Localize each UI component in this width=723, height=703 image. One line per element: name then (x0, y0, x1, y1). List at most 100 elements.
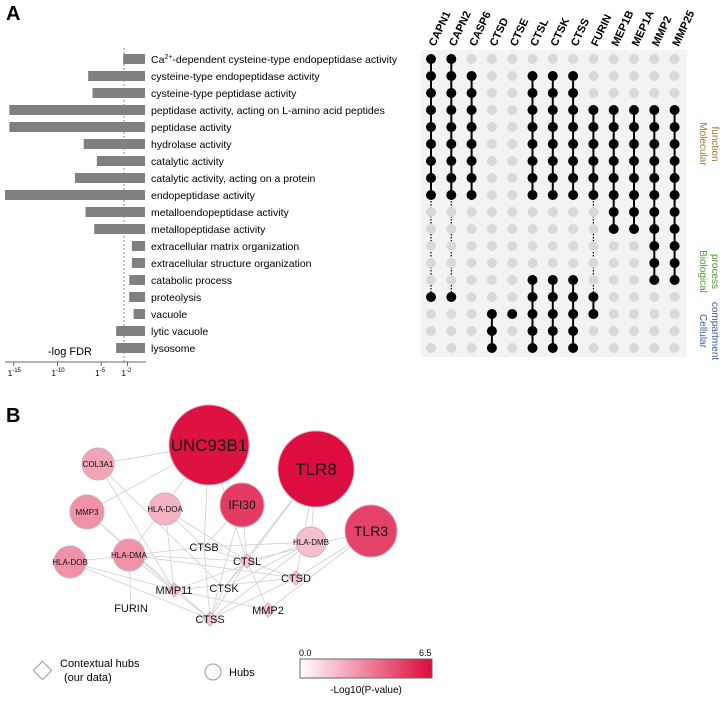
matrix-dot-filled (547, 71, 558, 81)
matrix-dot-filled (568, 71, 579, 81)
matrix-dot-empty (649, 71, 660, 81)
matrix-dot-empty (669, 54, 680, 64)
matrix-dot-filled (608, 105, 619, 115)
fdr-tick-label: 1-10 (52, 368, 66, 378)
matrix-dot-empty (547, 241, 558, 251)
fdr-tick-label: 1-15 (8, 368, 22, 378)
hub-node (344, 504, 398, 558)
matrix-dot-filled (568, 139, 579, 149)
matrix-dot-filled (466, 105, 477, 115)
contextual-hub-label: MMP2 (252, 605, 284, 617)
fdr-bar (75, 173, 145, 183)
matrix-dot-filled (466, 71, 477, 81)
matrix-dot-filled (669, 173, 680, 183)
matrix-dot-filled (588, 139, 599, 149)
matrix-dot-filled (466, 122, 477, 132)
contextual-hub-label: CTSS (195, 614, 224, 626)
network-legend: Contextual hubs (our data) Hubs 0.0 6.5 … (32, 648, 433, 696)
go-category-label: function (709, 126, 720, 161)
matrix-dot-filled (669, 105, 680, 115)
fdr-bar (5, 190, 145, 200)
matrix-dot-empty (669, 326, 680, 336)
matrix-dot-empty (507, 207, 518, 217)
go-term-label: extracellular structure organization (151, 258, 312, 270)
network-edge (203, 541, 312, 548)
matrix-dot-empty (466, 258, 477, 268)
matrix-dot-filled (426, 54, 436, 64)
matrix-dot-empty (446, 343, 457, 353)
go-term-label: vacuole (151, 309, 187, 321)
matrix-dot-empty (547, 224, 558, 234)
matrix-dot-empty (629, 343, 639, 353)
go-term-label: peptidase activity, acting on L-amino ac… (151, 105, 385, 117)
contextual-hub-label: MMP11 (155, 585, 192, 597)
matrix-dot-empty (669, 292, 680, 302)
hub-node (53, 545, 87, 579)
matrix-dot-filled (466, 88, 477, 98)
matrix-dot-empty (446, 207, 457, 217)
matrix-dot-empty (466, 309, 477, 319)
matrix-dot-filled (608, 207, 619, 217)
hub-node (277, 430, 355, 508)
network-edge (173, 577, 297, 591)
matrix-dot-empty (426, 343, 436, 353)
matrix-dot-empty (588, 275, 599, 285)
matrix-dot-filled (629, 207, 639, 217)
matrix-dot-empty (486, 105, 497, 115)
matrix-dot-filled (568, 190, 579, 200)
fdr-bar (9, 122, 145, 132)
contextual-hub-node (202, 611, 218, 627)
matrix-dot-empty (486, 207, 497, 217)
matrix-dot-empty (527, 241, 538, 251)
hub-node-label: HLA-DOB (52, 558, 88, 567)
matrix-dot-filled (547, 275, 558, 285)
matrix-dot-empty (527, 258, 538, 268)
go-term-label: hydrolase activity (151, 139, 232, 151)
hub-node-label: TLR3 (354, 523, 388, 539)
network-edge (128, 554, 248, 562)
hub-node-label: TLR8 (295, 460, 337, 479)
matrix-dot-empty (486, 241, 497, 251)
matrix-dot-filled (426, 88, 436, 98)
matrix-dot-empty (568, 241, 579, 251)
contextual-hub-node (239, 553, 255, 569)
matrix-dot-empty (507, 139, 518, 149)
matrix-dot-empty (629, 275, 639, 285)
matrix-dot-filled (527, 88, 538, 98)
go-category-labels: Molecular function Biological process Cellul… (697, 122, 720, 360)
fdr-tick-label: 1-5 (95, 368, 105, 378)
matrix-dot-empty (588, 258, 599, 268)
contextual-hub-node (260, 602, 276, 618)
matrix-dot-filled (426, 190, 436, 200)
matrix-dot-empty (649, 292, 660, 302)
hub-node-label: HLA-DOA (147, 505, 183, 514)
matrix-dot-filled (568, 309, 579, 319)
matrix-dot-empty (446, 309, 457, 319)
hub-node (81, 447, 115, 481)
matrix-dot-filled (588, 105, 599, 115)
matrix-dot-empty (507, 275, 518, 285)
matrix-dot-empty (608, 88, 619, 98)
gene-label: MMP25 (670, 9, 697, 48)
matrix-dot-empty (466, 224, 477, 234)
matrix-dot-empty (547, 207, 558, 217)
network-edge (246, 560, 269, 611)
matrix-dot-filled (527, 71, 538, 81)
matrix-dot-empty (629, 241, 639, 251)
matrix-dot-filled (669, 207, 680, 217)
matrix-dot-empty (669, 71, 680, 81)
matrix-dot-empty (446, 258, 457, 268)
matrix-dot-empty (507, 122, 518, 132)
fdr-axis-label: -log FDR (48, 346, 92, 358)
matrix-dot-empty (446, 275, 457, 285)
network-edge (209, 577, 297, 620)
network-edge (97, 463, 225, 589)
fdr-bar (131, 241, 145, 251)
matrix-dot-filled (608, 156, 619, 166)
matrix-dot-empty (608, 292, 619, 302)
matrix-dot-filled (649, 139, 660, 149)
go-category-label: Biological (697, 250, 708, 293)
matrix-dot-filled (426, 173, 436, 183)
hub-circle-icon (204, 663, 222, 681)
matrix-dot-empty (547, 258, 558, 268)
